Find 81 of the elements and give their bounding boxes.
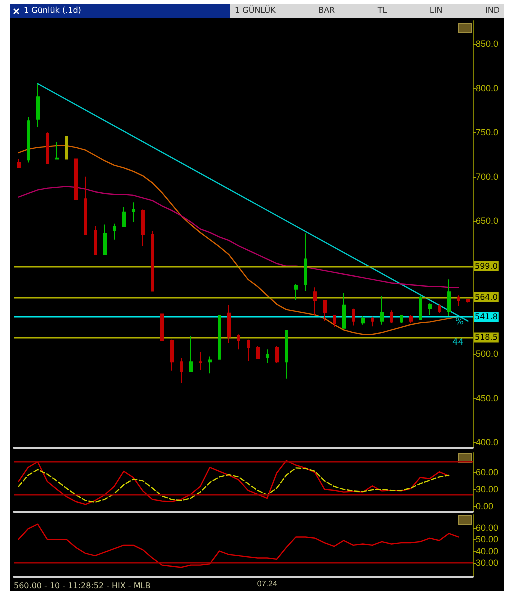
candlestick <box>285 330 288 380</box>
candlestick <box>361 316 365 326</box>
candlestick <box>170 339 174 372</box>
ref-line-label: 518.5 <box>475 333 498 342</box>
candlestick <box>103 224 107 256</box>
text: 560.00 - 10 - 11:28:52 - HIX - MLB <box>14 582 151 590</box>
candlestick <box>447 279 451 316</box>
candlestick <box>409 314 413 324</box>
candlestick <box>208 356 212 374</box>
candlestick <box>419 296 422 320</box>
y-tick-label: 650.0 <box>476 216 499 226</box>
candlestick <box>352 308 355 326</box>
y-tick-label: 750.0 <box>476 128 499 138</box>
line-series <box>18 468 450 504</box>
candlestick <box>380 296 384 326</box>
candlestick <box>247 339 250 362</box>
candlestick <box>94 226 97 256</box>
candlestick <box>304 233 307 292</box>
candlestick <box>457 295 460 307</box>
candlestick <box>428 303 432 316</box>
y-tick-label: 850.0 <box>476 39 499 50</box>
y-tick-label: 500.0 <box>476 349 499 360</box>
candlestick <box>227 304 231 344</box>
candlestick <box>275 346 279 364</box>
candlestick <box>17 158 21 169</box>
y-tick-label: 30.00 <box>476 484 499 495</box>
candlestick <box>237 334 240 350</box>
candlestick <box>46 132 49 164</box>
y-tick-label: 40.00 <box>476 546 499 556</box>
candlestick <box>27 117 30 164</box>
text: BAR <box>318 5 336 17</box>
text: TL <box>378 5 388 17</box>
candlestick <box>180 358 183 384</box>
candlestick <box>438 304 441 314</box>
candlestick <box>122 206 126 228</box>
line-series <box>18 186 460 288</box>
candlestick <box>160 314 164 342</box>
y-tick-label: 30.00 <box>476 558 499 568</box>
candlestick <box>74 158 78 200</box>
y-tick-label: 700.0 <box>476 172 499 182</box>
candlestick <box>266 349 269 364</box>
text: IND <box>485 5 500 17</box>
line-series <box>18 524 460 568</box>
candlestick <box>400 314 403 324</box>
line-series <box>18 460 450 506</box>
candlestick <box>151 230 154 292</box>
annotation: 44 <box>452 338 464 348</box>
candlestick <box>113 223 116 240</box>
candlestick <box>333 314 336 328</box>
candlestick <box>371 316 374 328</box>
annotation: % <box>455 318 464 328</box>
candlestick <box>36 83 40 128</box>
candlestick <box>390 310 393 324</box>
candlestick <box>132 202 135 223</box>
ref-line-label: 564.0 <box>475 292 498 302</box>
ref-line-label: 541.8 <box>475 312 498 322</box>
y-tick-label: 800.0 <box>476 83 499 94</box>
candlestick <box>313 287 317 316</box>
y-tick-label: 400.0 <box>476 438 499 448</box>
candlestick <box>323 300 327 322</box>
candlestick <box>218 316 221 360</box>
ref-line-label: 599.0 <box>475 262 498 271</box>
candlestick <box>65 136 68 160</box>
x-tick-label: 07.24 <box>257 580 278 588</box>
y-tick-label: 50.00 <box>476 534 499 545</box>
candlestick <box>256 346 260 360</box>
candlestick <box>342 292 346 329</box>
candlestick <box>189 336 193 372</box>
text: 1 GÜNLÜK <box>235 4 276 17</box>
y-tick-label: 0.00 <box>476 501 494 512</box>
chart-title: 1 Günlük (.1d) <box>10 4 230 18</box>
y-tick-label: 60.00 <box>476 468 499 478</box>
y-tick-label: 60.00 <box>476 522 499 533</box>
candlestick <box>199 352 202 371</box>
candlestick <box>55 142 59 160</box>
y-tick-label: 450.0 <box>476 393 499 404</box>
text: LIN <box>430 5 443 17</box>
candlestick <box>294 284 298 301</box>
candlestick <box>141 209 145 247</box>
candlestick <box>84 176 87 235</box>
candlestick <box>466 298 470 304</box>
